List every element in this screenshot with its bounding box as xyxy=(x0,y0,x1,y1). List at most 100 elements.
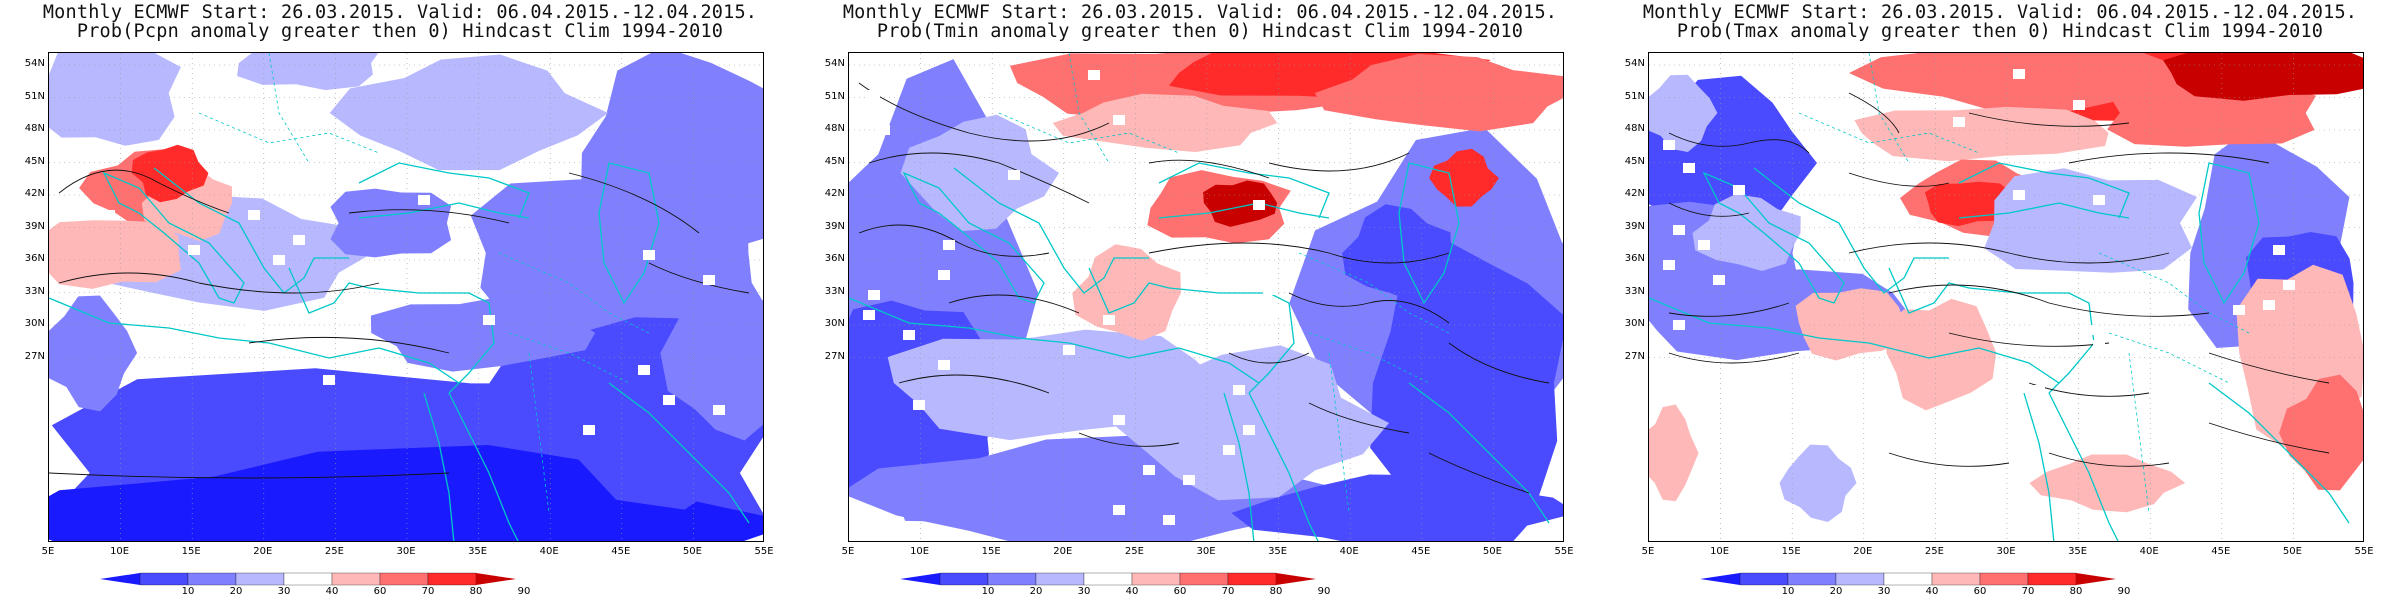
colorbar-label: 10 xyxy=(1781,586,1795,597)
lon-label: 40E xyxy=(539,546,559,557)
colorbar-svg xyxy=(1700,572,2116,586)
lat-label: 45N xyxy=(1624,155,1645,167)
colorbar-segment xyxy=(235,572,285,586)
lon-label: 10E xyxy=(1710,546,1730,557)
lon-label: 25E xyxy=(1924,546,1944,557)
coastlines xyxy=(49,162,750,541)
lon-label: 5E xyxy=(1641,546,1655,557)
field-region xyxy=(1203,180,1278,227)
lon-label: 45E xyxy=(2211,546,2231,557)
field-region xyxy=(1854,106,2109,162)
field-region xyxy=(49,295,138,412)
lat-label: 27N xyxy=(1624,350,1645,362)
lat-label: 30N xyxy=(824,318,845,329)
colorbar-label: 30 xyxy=(1877,586,1891,597)
field-region xyxy=(1795,288,1905,361)
lat-label: 33N xyxy=(24,285,45,297)
lon-label: 5E xyxy=(841,546,855,557)
colorbar-segment xyxy=(939,572,989,586)
colorbar-label: 30 xyxy=(1077,586,1091,597)
field-region xyxy=(1649,404,1699,502)
coastlines xyxy=(849,162,1550,541)
field-region xyxy=(1429,148,1499,207)
field-region xyxy=(2029,454,2186,513)
colorbar-label: 40 xyxy=(325,586,339,597)
contour-lines xyxy=(1668,92,2330,467)
lat-label: 36N xyxy=(24,253,45,264)
coastlines xyxy=(1649,162,2350,541)
colorbar-label: 70 xyxy=(1221,586,1235,597)
lat-label: 54N xyxy=(824,58,845,69)
panel-title-line1: Monthly ECMWF Start: 26.03.2015. Valid: … xyxy=(842,2,1558,23)
lon-label: 45E xyxy=(1411,546,1431,557)
colorbar-label: 90 xyxy=(2117,586,2131,597)
lon-label: 40E xyxy=(1339,546,1359,557)
country-borders xyxy=(198,53,650,514)
colorbar-segment xyxy=(187,572,237,586)
colorbar-segment xyxy=(139,572,189,586)
map-panel-tmax: Monthly ECMWF Start: 26.03.2015. Valid: … xyxy=(1600,0,2400,600)
colorbar-segment xyxy=(1227,572,1277,586)
field-region xyxy=(1885,298,1997,411)
lon-label: 55E xyxy=(1554,546,1574,557)
lat-label: 42N xyxy=(24,188,45,199)
colorbar-segment xyxy=(987,572,1037,586)
colorbar-label: 60 xyxy=(373,586,387,597)
field-region xyxy=(370,296,596,372)
lon-label: 55E xyxy=(2354,546,2374,557)
field-region xyxy=(1370,239,1563,518)
lat-label: 42N xyxy=(1624,188,1645,199)
colorbar-arrow-low xyxy=(100,573,140,585)
field-region xyxy=(1779,444,1857,522)
colorbar-label: 40 xyxy=(1925,586,1939,597)
lat-label: 54N xyxy=(24,58,45,69)
field-region xyxy=(2163,53,2363,101)
colorbar-segment xyxy=(1931,572,1981,586)
lon-label: 20E xyxy=(1053,546,1073,557)
lon-label: 25E xyxy=(1124,546,1144,557)
field-region xyxy=(330,188,452,258)
field-region xyxy=(49,53,181,146)
colorbar-segment xyxy=(1035,572,1085,586)
colorbar-segment xyxy=(379,572,429,586)
lat-label: 39N xyxy=(24,220,45,232)
lat-label: 33N xyxy=(824,285,845,297)
contour-lines xyxy=(858,82,1550,494)
lon-label: 40E xyxy=(2139,546,2159,557)
map-area: 1010121081414141612161820222426283022262… xyxy=(1648,52,2364,542)
lon-label: 15E xyxy=(181,546,201,557)
panel-title-line1: Monthly ECMWF Start: 26.03.2015. Valid: … xyxy=(1642,2,2358,23)
lon-label: 35E xyxy=(1268,546,1288,557)
map-panel-tmin: Monthly ECMWF Start: 26.03.2015. Valid: … xyxy=(800,0,1600,600)
lat-label: 36N xyxy=(1624,253,1645,264)
colorbar-segment xyxy=(1979,572,2029,586)
colorbar-label: 20 xyxy=(1029,586,1043,597)
field-region xyxy=(1984,168,2197,273)
lon-label: 50E xyxy=(1482,546,1502,557)
precip-map-svg: 1010103010101010101111110 xyxy=(49,53,763,541)
colorbar-label: 80 xyxy=(469,586,483,597)
panel-title-line1: Monthly ECMWF Start: 26.03.2015. Valid: … xyxy=(42,2,758,23)
country-borders xyxy=(998,53,1450,514)
colorbar-label: 30 xyxy=(277,586,291,597)
field-region xyxy=(49,445,763,541)
colorbar-label: 80 xyxy=(1269,586,1283,597)
lat-label: 30N xyxy=(24,318,45,329)
colorbar-label: 20 xyxy=(1829,586,1843,597)
map-area: 1010103010101010101111110 xyxy=(48,52,764,542)
colorbar-segment xyxy=(1131,572,1181,586)
colorbar-label: 70 xyxy=(2021,586,2035,597)
colorbar-svg xyxy=(100,572,516,586)
tmin-map-svg: 2222488641012121412121214101216181010121… xyxy=(849,53,1563,541)
field-region xyxy=(329,54,609,171)
colorbar-label: 60 xyxy=(1173,586,1187,597)
colorbar-segment xyxy=(1787,572,1837,586)
lon-label: 50E xyxy=(682,546,702,557)
lon-label: 15E xyxy=(1781,546,1801,557)
colorbar-arrow-low xyxy=(900,573,940,585)
lat-label: 27N xyxy=(824,350,845,362)
map-area: 2222488641012121412121214101216181010121… xyxy=(848,52,1564,542)
field-region xyxy=(1111,345,1389,501)
lat-label: 48N xyxy=(824,123,845,134)
lon-label: 30E xyxy=(396,546,416,557)
